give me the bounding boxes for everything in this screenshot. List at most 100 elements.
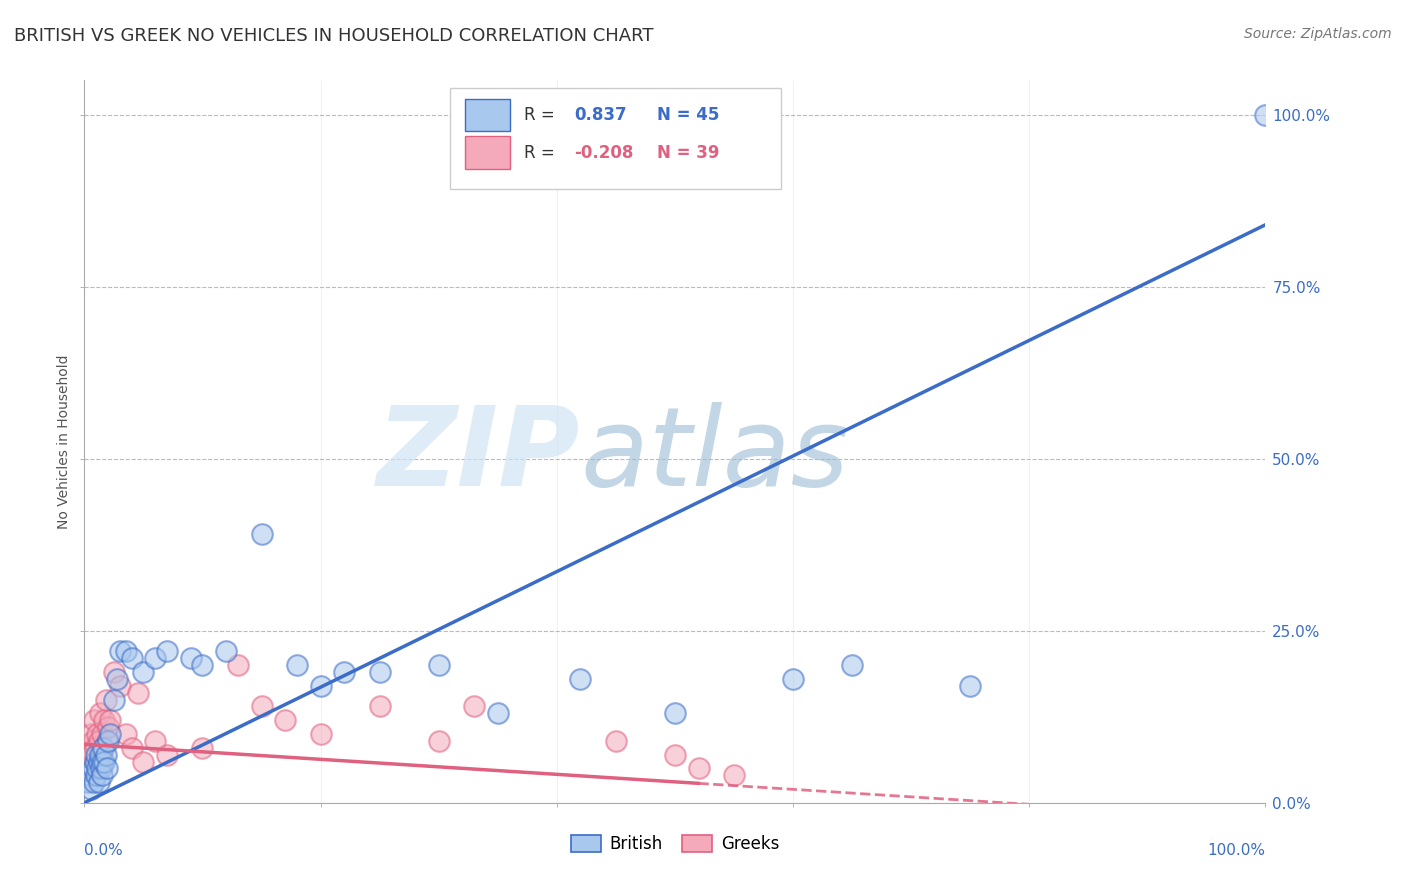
Point	[108, 644, 131, 658]
Text: Source: ZipAtlas.com: Source: ZipAtlas.com	[1244, 27, 1392, 41]
Text: 0.0%: 0.0%	[84, 843, 124, 857]
Point	[82, 761, 104, 775]
FancyBboxPatch shape	[450, 87, 782, 189]
Point	[427, 658, 450, 673]
Point	[156, 644, 179, 658]
Point	[82, 734, 104, 748]
Point	[87, 734, 110, 748]
Legend: British, Greeks: British, Greeks	[564, 828, 786, 860]
Text: 0.837: 0.837	[575, 106, 627, 124]
Point	[180, 651, 202, 665]
Text: N = 45: N = 45	[657, 106, 720, 124]
Point	[569, 672, 592, 686]
Point	[664, 706, 686, 721]
Point	[96, 761, 118, 775]
Point	[91, 740, 114, 755]
Point	[89, 747, 111, 762]
Point	[688, 761, 710, 775]
Point	[664, 747, 686, 762]
Text: R =: R =	[523, 106, 560, 124]
Point	[77, 740, 100, 755]
Point	[1254, 108, 1277, 122]
Point	[80, 727, 103, 741]
Point	[93, 713, 115, 727]
Point	[368, 665, 391, 679]
Point	[91, 740, 114, 755]
Point	[84, 768, 107, 782]
Point	[79, 768, 101, 782]
Point	[215, 644, 238, 658]
Point	[463, 699, 485, 714]
Point	[250, 527, 273, 541]
Point	[108, 679, 131, 693]
Point	[156, 747, 179, 762]
Point	[127, 686, 149, 700]
Point	[98, 727, 121, 741]
Point	[132, 665, 155, 679]
Point	[97, 734, 120, 748]
Point	[84, 755, 107, 769]
Point	[89, 706, 111, 721]
Point	[98, 713, 121, 727]
Text: ZIP: ZIP	[377, 402, 581, 509]
Point	[605, 734, 627, 748]
Point	[86, 761, 108, 775]
Point	[841, 658, 863, 673]
Text: R =: R =	[523, 144, 560, 161]
Point	[94, 692, 117, 706]
Point	[77, 761, 100, 775]
Point	[91, 727, 114, 741]
Point	[368, 699, 391, 714]
Point	[285, 658, 308, 673]
Point	[80, 782, 103, 797]
Point	[309, 727, 332, 741]
Point	[121, 740, 143, 755]
Point	[121, 651, 143, 665]
Point	[782, 672, 804, 686]
Point	[191, 658, 214, 673]
Text: BRITISH VS GREEK NO VEHICLES IN HOUSEHOLD CORRELATION CHART: BRITISH VS GREEK NO VEHICLES IN HOUSEHOL…	[14, 27, 654, 45]
Text: -0.208: -0.208	[575, 144, 634, 161]
Point	[226, 658, 249, 673]
Point	[83, 713, 105, 727]
Point	[143, 734, 166, 748]
Y-axis label: No Vehicles in Household: No Vehicles in Household	[58, 354, 72, 529]
Point	[90, 747, 112, 762]
Point	[93, 755, 115, 769]
Point	[84, 747, 107, 762]
Point	[723, 768, 745, 782]
Point	[427, 734, 450, 748]
Point	[91, 755, 114, 769]
Point	[191, 740, 214, 755]
Point	[84, 755, 107, 769]
Point	[96, 734, 118, 748]
Point	[94, 747, 117, 762]
Point	[274, 713, 297, 727]
Point	[333, 665, 356, 679]
Point	[84, 740, 107, 755]
Point	[90, 761, 112, 775]
Point	[87, 775, 110, 789]
Point	[250, 699, 273, 714]
Point	[132, 755, 155, 769]
Point	[143, 651, 166, 665]
Point	[959, 679, 981, 693]
FancyBboxPatch shape	[464, 99, 509, 131]
Point	[86, 727, 108, 741]
Point	[309, 679, 332, 693]
Text: N = 39: N = 39	[657, 144, 720, 161]
FancyBboxPatch shape	[464, 136, 509, 169]
Point	[107, 672, 129, 686]
Point	[97, 720, 120, 734]
Point	[87, 755, 110, 769]
Point	[77, 775, 100, 789]
Text: 100.0%: 100.0%	[1208, 843, 1265, 857]
Text: atlas: atlas	[581, 402, 849, 509]
Point	[114, 727, 136, 741]
Point	[486, 706, 509, 721]
Point	[79, 747, 101, 762]
Point	[103, 692, 125, 706]
Point	[83, 775, 105, 789]
Point	[103, 665, 125, 679]
Point	[114, 644, 136, 658]
